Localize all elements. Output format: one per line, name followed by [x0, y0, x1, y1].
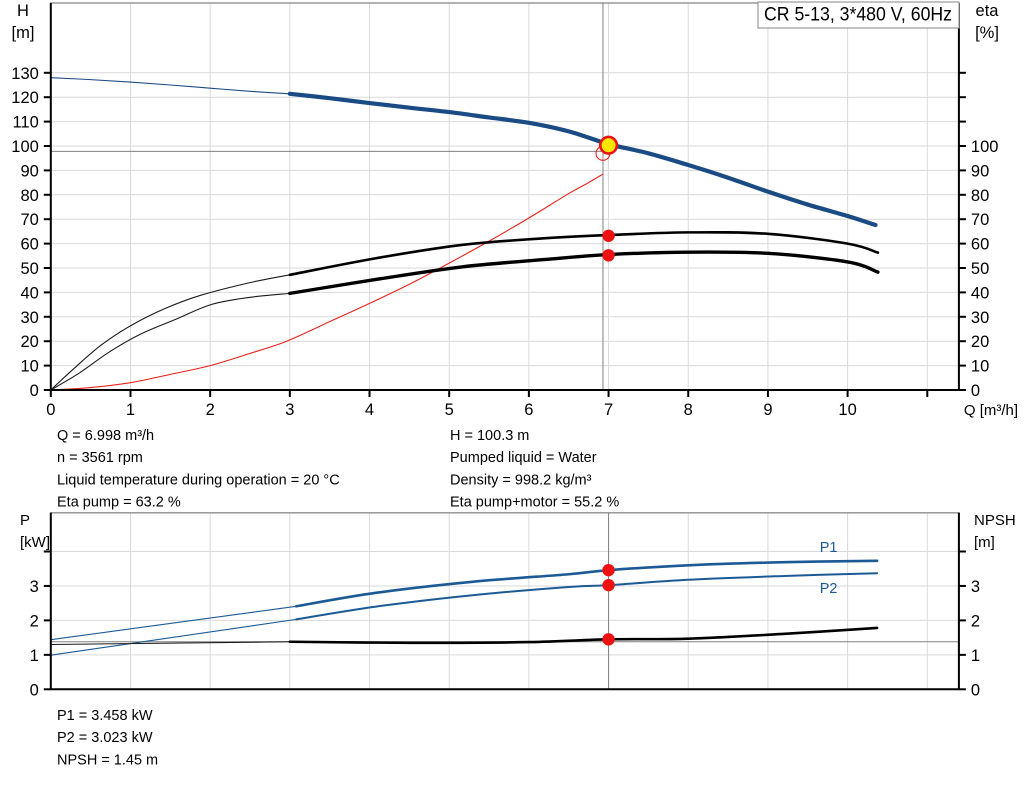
svg-text:9: 9	[763, 401, 772, 419]
svg-text:1: 1	[30, 647, 39, 665]
svg-text:P1: P1	[820, 540, 838, 556]
svg-text:NPSH: NPSH	[974, 512, 1016, 529]
svg-text:7: 7	[604, 401, 613, 419]
svg-text:Q = 6.998 m³/h: Q = 6.998 m³/h	[57, 428, 154, 444]
svg-text:2: 2	[971, 612, 980, 630]
svg-text:100: 100	[971, 138, 999, 156]
svg-text:20: 20	[971, 333, 989, 351]
svg-text:1: 1	[971, 647, 980, 665]
svg-text:50: 50	[20, 260, 38, 278]
svg-text:70: 70	[20, 211, 38, 229]
svg-text:P2: P2	[820, 581, 838, 597]
svg-text:10: 10	[838, 401, 856, 419]
svg-text:NPSH = 1.45 m: NPSH = 1.45 m	[57, 752, 158, 768]
svg-text:3: 3	[971, 578, 980, 596]
svg-text:100: 100	[11, 138, 39, 156]
svg-text:130: 130	[11, 65, 39, 83]
svg-text:110: 110	[12, 114, 38, 132]
svg-text:[m]: [m]	[974, 534, 995, 551]
svg-text:H: H	[17, 2, 29, 20]
svg-text:80: 80	[971, 187, 989, 205]
svg-text:60: 60	[971, 236, 989, 254]
svg-text:eta: eta	[976, 2, 1000, 20]
svg-text:30: 30	[971, 309, 989, 327]
svg-text:30: 30	[20, 309, 38, 327]
svg-text:40: 40	[20, 284, 38, 302]
svg-text:80: 80	[20, 187, 38, 205]
svg-text:1: 1	[126, 401, 135, 419]
svg-text:0: 0	[30, 382, 39, 400]
svg-text:5: 5	[445, 401, 454, 419]
svg-text:10: 10	[971, 358, 989, 376]
svg-text:[%]: [%]	[975, 24, 999, 42]
svg-text:10: 10	[20, 358, 38, 376]
svg-text:H = 100.3 m: H = 100.3 m	[450, 428, 529, 444]
svg-text:P1 = 3.458 kW: P1 = 3.458 kW	[57, 708, 153, 724]
svg-text:Eta pump = 63.2 %: Eta pump = 63.2 %	[57, 495, 181, 511]
svg-text:CR 5-13, 3*480 V, 60Hz: CR 5-13, 3*480 V, 60Hz	[764, 5, 952, 26]
svg-text:90: 90	[971, 162, 989, 180]
svg-text:0: 0	[30, 681, 39, 699]
svg-text:40: 40	[971, 284, 989, 302]
svg-text:3: 3	[285, 401, 294, 419]
svg-text:n = 3561 rpm: n = 3561 rpm	[57, 450, 143, 466]
svg-text:90: 90	[20, 162, 38, 180]
svg-text:P: P	[20, 512, 30, 529]
svg-text:60: 60	[20, 236, 38, 254]
svg-text:120: 120	[11, 89, 39, 107]
svg-text:Density = 998.2 kg/m³: Density = 998.2 kg/m³	[450, 472, 592, 488]
svg-text:0: 0	[971, 681, 980, 699]
svg-text:20: 20	[20, 333, 38, 351]
svg-text:[kW]: [kW]	[20, 534, 50, 551]
svg-text:2: 2	[206, 401, 215, 419]
svg-text:Liquid temperature during oper: Liquid temperature during operation = 20…	[57, 472, 340, 488]
svg-text:6: 6	[524, 401, 533, 419]
svg-text:0: 0	[46, 401, 55, 419]
svg-text:P2 = 3.023 kW: P2 = 3.023 kW	[57, 730, 153, 746]
svg-text:8: 8	[684, 401, 693, 419]
svg-text:Eta pump+motor = 55.2 %: Eta pump+motor = 55.2 %	[450, 495, 619, 511]
svg-text:70: 70	[971, 211, 989, 229]
svg-text:0: 0	[971, 382, 980, 400]
svg-text:[m]: [m]	[12, 24, 35, 42]
svg-text:50: 50	[971, 260, 989, 278]
svg-text:3: 3	[30, 578, 39, 596]
svg-text:4: 4	[365, 401, 374, 419]
svg-text:Pumped liquid = Water: Pumped liquid = Water	[450, 450, 597, 466]
svg-text:2: 2	[30, 612, 39, 630]
svg-text:Q [m³/h]: Q [m³/h]	[964, 402, 1018, 419]
